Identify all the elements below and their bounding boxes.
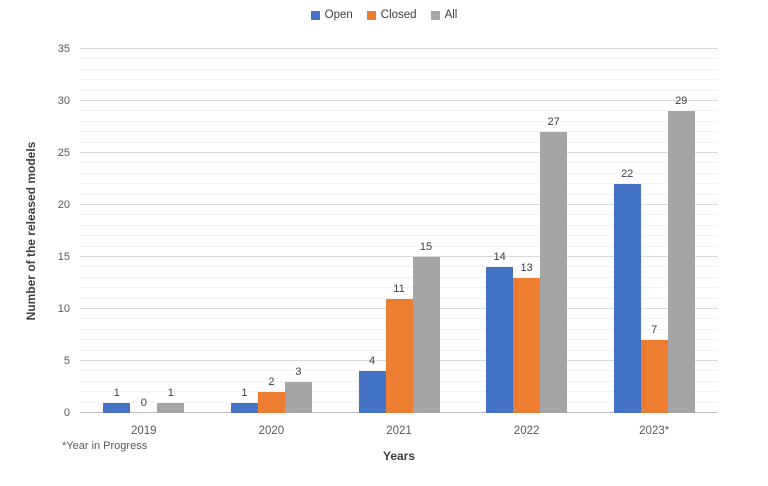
minor-gridline	[80, 141, 718, 143]
bar-all-2022	[540, 132, 568, 413]
minor-gridline	[80, 68, 718, 70]
y-tick-label: 10	[57, 303, 70, 315]
bar-all-2019	[157, 402, 185, 413]
x-tick-label: 2021	[386, 425, 412, 437]
value-label-open-2019: 1	[113, 386, 120, 399]
value-label-all-2019: 1	[167, 386, 174, 399]
minor-gridline	[80, 235, 718, 237]
bar-all-2021	[412, 257, 440, 413]
value-label-all-2020: 3	[295, 365, 302, 378]
minor-gridline	[80, 58, 718, 60]
bar-closed-2023*	[640, 340, 668, 413]
value-label-open-2021: 4	[368, 355, 376, 368]
major-gridline	[80, 204, 718, 205]
y-tick-label: 15	[57, 251, 70, 263]
value-label-all-2021: 15	[419, 241, 433, 253]
bar-all-2020	[284, 381, 312, 413]
y-tick-label: 25	[57, 147, 70, 159]
value-label-open-2020: 1	[241, 386, 248, 399]
plot-area: 1 0 1 1 2 3 4 11 15 14 13 27 22 7 29	[80, 48, 718, 413]
minor-gridline	[80, 120, 718, 122]
minor-gridline	[80, 276, 718, 278]
value-label-closed-2023*: 7	[651, 324, 658, 337]
legend-label: All	[444, 9, 458, 21]
y-axis-title: Number of the released models	[24, 141, 38, 321]
value-label-closed-2022: 13	[520, 261, 533, 274]
y-tick-label: 30	[57, 95, 70, 107]
minor-gridline	[80, 245, 718, 247]
value-label-closed-2020: 2	[268, 376, 275, 389]
x-tick-label: 2023*	[639, 425, 670, 437]
bar-open-2019	[103, 402, 131, 413]
minor-gridline	[80, 162, 718, 164]
legend-item-all: All	[430, 9, 458, 21]
legend-swatch-icon	[310, 10, 320, 20]
value-label-closed-2019: 0	[140, 397, 147, 409]
minor-gridline	[80, 172, 718, 174]
legend-swatch-icon	[430, 10, 440, 20]
y-tick-label: 20	[57, 199, 70, 211]
bar-closed-2021	[385, 298, 413, 413]
x-axis-title: Years	[382, 449, 416, 463]
major-gridline	[80, 100, 718, 101]
bar-open-2021	[358, 371, 386, 413]
bar-open-2020	[230, 402, 258, 413]
x-tick-label: 2019	[131, 425, 157, 437]
value-label-open-2022: 14	[493, 251, 506, 264]
legend: Open Closed All	[0, 9, 768, 21]
bar-open-2023*	[613, 184, 641, 413]
value-label-closed-2021: 11	[393, 282, 405, 295]
minor-gridline	[80, 287, 718, 289]
y-tick-label: 5	[63, 355, 70, 367]
minor-gridline	[80, 131, 718, 133]
y-tick-label: 35	[57, 43, 70, 55]
minor-gridline	[80, 183, 718, 185]
major-gridline	[80, 152, 718, 153]
bar-closed-2022	[513, 277, 541, 413]
legend-label: Closed	[380, 9, 417, 21]
footnote: *Year in Progress	[62, 440, 148, 452]
minor-gridline	[80, 224, 718, 226]
minor-gridline	[80, 266, 718, 268]
value-label-all-2022: 27	[547, 116, 560, 129]
y-tick-label: 0	[63, 407, 70, 419]
minor-gridline	[80, 297, 718, 299]
minor-gridline	[80, 110, 718, 112]
bar-open-2022	[486, 267, 514, 413]
value-label-open-2023*: 22	[621, 168, 634, 181]
x-tick-label: 2022	[513, 425, 540, 437]
legend-item-open: Open	[310, 9, 353, 21]
x-tick-label: 2020	[258, 425, 285, 437]
minor-gridline	[80, 79, 718, 81]
bar-all-2023*	[667, 111, 695, 413]
minor-gridline	[80, 193, 718, 195]
legend-item-closed: Closed	[366, 9, 417, 21]
major-gridline	[80, 256, 718, 257]
legend-swatch-icon	[366, 10, 376, 20]
minor-gridline	[80, 214, 718, 216]
value-label-all-2023*: 29	[675, 95, 688, 108]
minor-gridline	[80, 89, 718, 91]
legend-label: Open	[324, 9, 353, 21]
major-gridline	[80, 48, 718, 49]
bar-closed-2020	[257, 392, 285, 413]
